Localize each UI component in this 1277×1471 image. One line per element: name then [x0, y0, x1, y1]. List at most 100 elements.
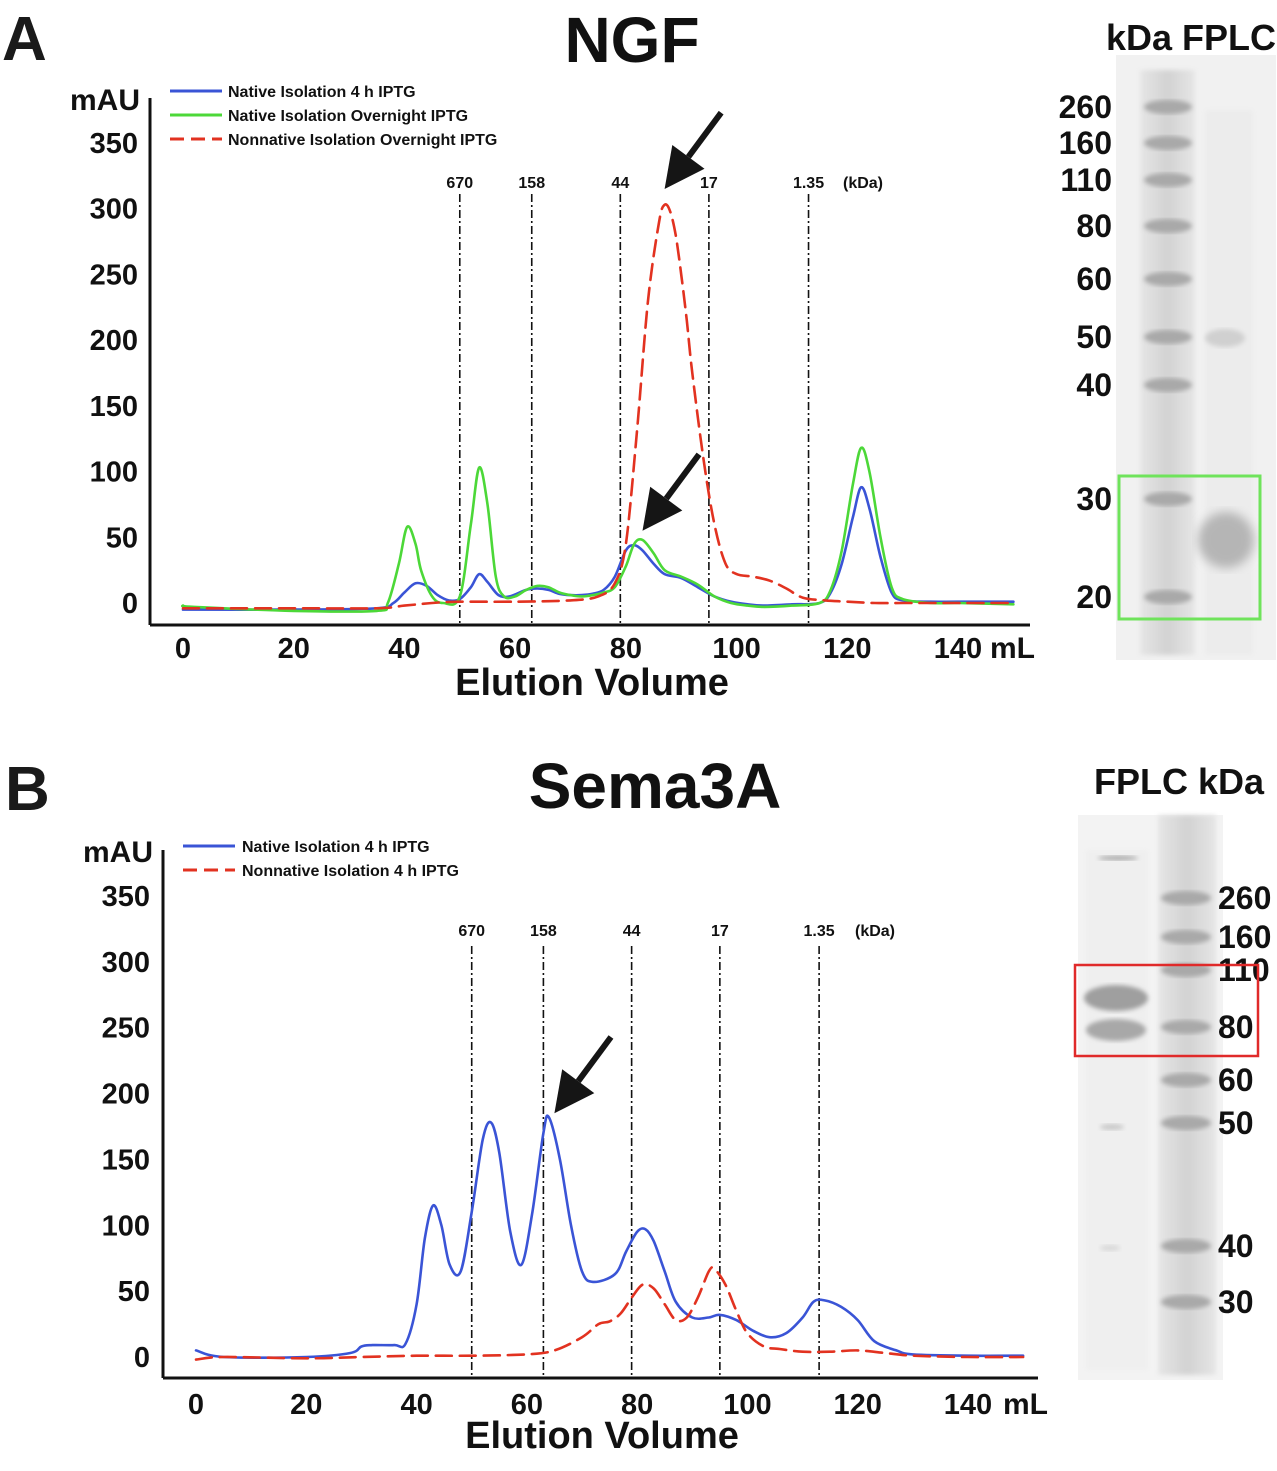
chart-a-y-ticks: 0 50 100 150 200 250 300 350 — [90, 128, 138, 620]
arrow-head — [664, 145, 705, 189]
gel-marker-label: 40 — [1076, 367, 1112, 403]
gel-a-band-ngf — [1198, 512, 1254, 568]
ladder-band — [1161, 963, 1211, 977]
chart-a-x-ticks: 0 20 40 60 80 100 120 140 — [175, 633, 982, 665]
series-line — [181, 485, 1015, 611]
x-tick-label: 60 — [499, 633, 531, 665]
x-tick-label: 40 — [388, 633, 420, 665]
legend-label-a-1: Native Isolation Overnight IPTG — [228, 108, 468, 125]
legend-label-b-0: Native Isolation 4 h IPTG — [242, 839, 430, 856]
x-tick-label: 120 — [823, 633, 871, 665]
gel-marker-label: 60 — [1218, 1062, 1254, 1098]
x-tick-label: 120 — [834, 1389, 882, 1421]
ladder-band — [1144, 136, 1192, 150]
ladder-band — [1144, 100, 1192, 114]
chart-b-x-unit: mL — [1003, 1388, 1048, 1421]
gel-marker-label: 160 — [1059, 125, 1112, 161]
y-tick-label: 50 — [106, 522, 138, 554]
legend-label-b-1: Nonnative Isolation 4 h IPTG — [242, 863, 459, 880]
gel-b-ladder-lane — [1158, 815, 1216, 1375]
marker-unit-label: (kDa) — [855, 923, 895, 940]
arrow-shaft — [686, 110, 724, 159]
gel-marker-label: 80 — [1218, 1009, 1254, 1045]
gel-a-ladder-lane — [1140, 70, 1195, 655]
chart-a-legend: Native Isolation 4 h IPTG Native Isolati… — [170, 84, 497, 149]
y-tick-label: 150 — [102, 1144, 150, 1176]
y-tick-label: 50 — [118, 1276, 150, 1308]
panel-b-letter: B — [5, 755, 50, 824]
ladder-band — [1161, 1116, 1211, 1130]
gel-marker-label: 110 — [1218, 952, 1270, 988]
series-line — [194, 1114, 1025, 1359]
marker-label: 158 — [518, 175, 545, 192]
x-tick-label: 20 — [290, 1389, 322, 1421]
gel-marker-label: 260 — [1218, 880, 1271, 916]
y-tick-label: 100 — [90, 457, 138, 489]
chart-b-legend: Native Isolation 4 h IPTG Nonnative Isol… — [183, 839, 459, 880]
y-tick-label: 300 — [90, 194, 138, 226]
marker-label: 670 — [458, 923, 485, 940]
gel-b-highlight-box — [1073, 963, 1260, 1058]
gel-marker-label: 160 — [1218, 919, 1271, 955]
series-line — [181, 203, 1015, 610]
arrow-head — [642, 486, 683, 531]
gel-b-header: FPLC kDa — [1094, 761, 1265, 802]
chart-b-title: Sema3A — [529, 750, 782, 822]
arrow-head — [554, 1069, 595, 1114]
y-tick-label: 200 — [102, 1079, 150, 1111]
gel-marker-label: 60 — [1076, 261, 1112, 297]
y-tick-label: 150 — [90, 391, 138, 423]
ladder-band — [1144, 173, 1192, 187]
x-tick-label: 60 — [511, 1389, 543, 1421]
gel-marker-label: 30 — [1076, 481, 1112, 517]
y-tick-label: 300 — [102, 947, 150, 979]
arrow-shaft — [663, 452, 702, 501]
marker-label: 1.35 — [793, 175, 824, 192]
ladder-band — [1144, 492, 1192, 506]
ladder-band — [1144, 330, 1192, 344]
x-tick-label: 40 — [400, 1389, 432, 1421]
ladder-band — [1161, 930, 1211, 944]
y-tick-label: 350 — [90, 128, 138, 160]
y-tick-label: 350 — [102, 881, 150, 913]
series-line — [194, 1266, 1025, 1361]
panel-a-letter: A — [2, 5, 47, 74]
marker-label: 17 — [700, 175, 718, 192]
chart-a-xlabel: Elution Volume — [455, 662, 729, 704]
ladder-band — [1161, 1295, 1211, 1309]
chart-b-arrows — [554, 1035, 614, 1114]
x-tick-label: 140 — [934, 633, 982, 665]
x-tick-label: 100 — [712, 633, 760, 665]
gel-a-ladder-bands — [1144, 100, 1192, 604]
x-tick-label: 0 — [175, 633, 191, 665]
gel-b-band-faint-2 — [1100, 1245, 1120, 1251]
gel-a-sample-lane — [1205, 110, 1253, 655]
marker-label: 158 — [530, 923, 557, 940]
chart-b-x-ticks: 0 20 40 60 80 100 120 140 — [188, 1389, 992, 1421]
chart-sema3a: mAU 670 158 44 17 1.35 (kDa) 0501001502002503… — [83, 836, 1048, 1457]
y-tick-label: 100 — [102, 1210, 150, 1242]
legend-label-a-2: Nonnative Isolation Overnight IPTG — [228, 132, 497, 149]
x-tick-label: 20 — [278, 633, 310, 665]
gel-marker-label: 80 — [1076, 208, 1112, 244]
y-tick-label: 200 — [90, 325, 138, 357]
ladder-band — [1144, 272, 1192, 286]
x-tick-label: 100 — [723, 1389, 771, 1421]
chart-a-marker-lines: 670 158 44 17 1.35 (kDa) — [446, 175, 883, 625]
arrow-shaft — [575, 1035, 614, 1083]
legend-label-a-0: Native Isolation 4 h IPTG — [228, 84, 416, 101]
gel-b-band-sema3a-upper — [1084, 985, 1148, 1011]
chart-a-series — [180, 203, 1015, 613]
chart-b-y-ticks: 0 50 100 150 200 250 300 350 — [102, 881, 150, 1374]
marker-label: 44 — [623, 923, 641, 940]
gel-marker-label: 110 — [1060, 162, 1112, 198]
marker-label: 670 — [446, 175, 473, 192]
ladder-band — [1161, 1073, 1211, 1087]
gel-b-band-top — [1098, 855, 1138, 861]
ladder-band — [1144, 219, 1192, 233]
gel-a-header: kDa FPLC — [1106, 17, 1276, 58]
